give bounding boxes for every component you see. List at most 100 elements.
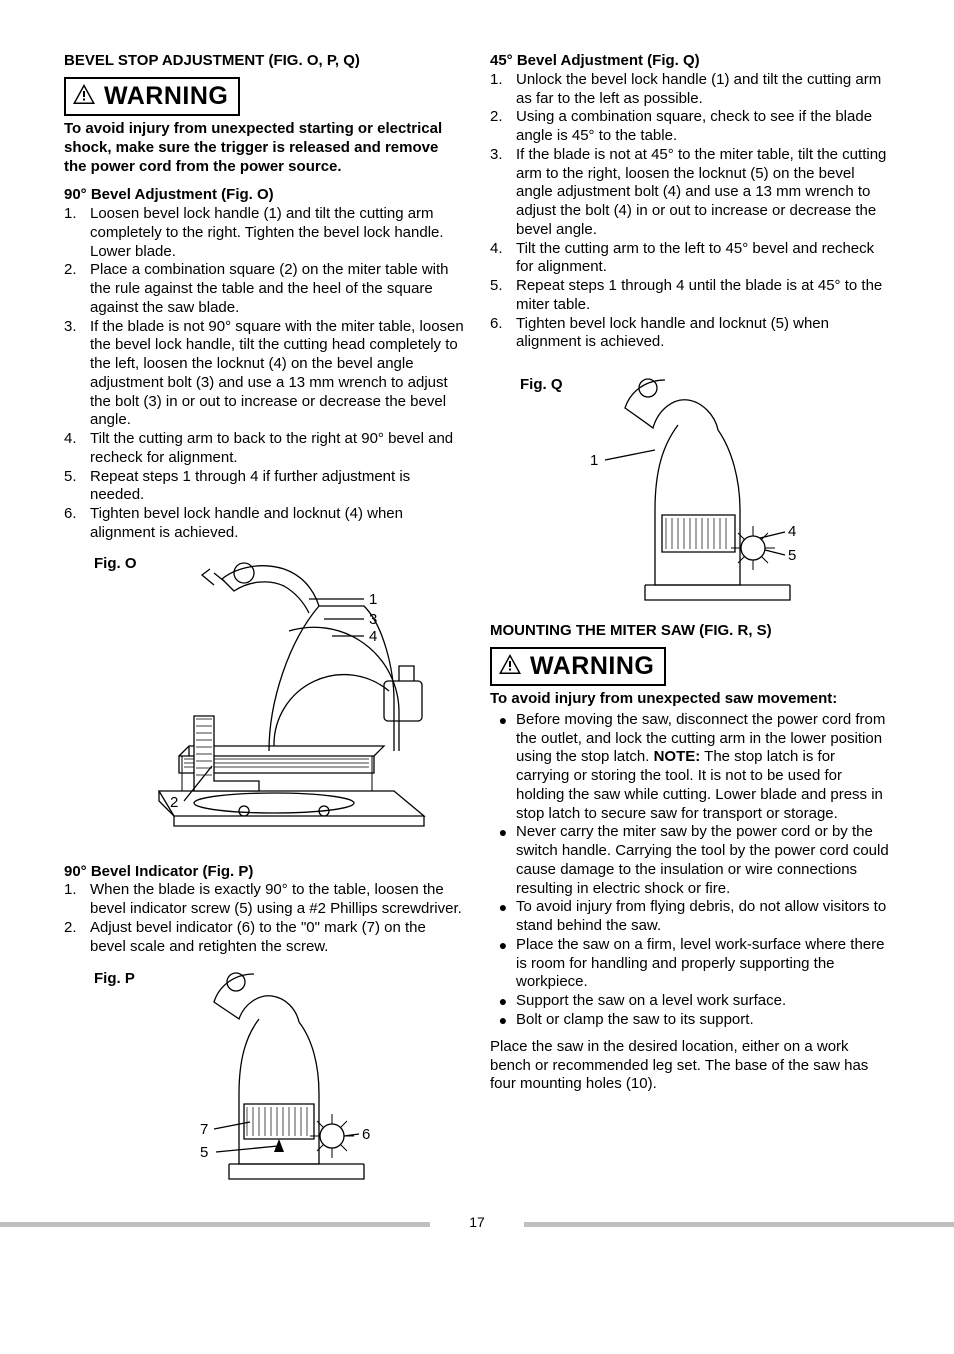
step-item: 1.Unlock the bevel lock handle (1) and t… (490, 71, 890, 109)
sec-90-indicator-steps: 1.When the blade is exactly 90° to the t… (64, 881, 464, 956)
step-number: 2. (490, 108, 516, 146)
mounting-closing: Place the saw in the desired location, e… (490, 1038, 890, 1094)
step-number: 3. (490, 146, 516, 240)
step-item: 6.Tighten bevel lock handle and locknut … (490, 315, 890, 353)
step-item: 6.Tighten bevel lock handle and locknut … (64, 505, 464, 543)
figure-p-callout-6: 6 (362, 1126, 370, 1145)
step-number: 4. (490, 240, 516, 278)
bullet-dot-icon: ● (490, 992, 516, 1011)
bullet-item: ●Before moving the saw, disconnect the p… (490, 711, 890, 824)
bullet-dot-icon: ● (490, 711, 516, 824)
figure-o-svg (64, 551, 464, 851)
figure-p: Fig. P (64, 964, 464, 1184)
figure-o-callout-4: 4 (369, 628, 377, 647)
bullet-item: ●To avoid injury from flying debris, do … (490, 898, 890, 936)
footer-bar-right (524, 1222, 954, 1227)
step-text: Tighten bevel lock handle and locknut (5… (516, 315, 890, 353)
bullet-item: ●Bolt or clamp the saw to its support. (490, 1011, 890, 1030)
figure-q: Fig. Q (490, 360, 890, 610)
sec-45-adjustment-head: 45° Bevel Adjustment (Fig. Q) (490, 52, 890, 71)
figure-q-callout-5: 5 (788, 547, 796, 566)
bullet-dot-icon: ● (490, 898, 516, 936)
bullet-text: Support the saw on a level work surface. (516, 992, 890, 1011)
sec-90-adjustment-head: 90° Bevel Adjustment (Fig. O) (64, 186, 464, 205)
step-text: Repeat steps 1 through 4 until the blade… (516, 277, 890, 315)
bullet-text: Bolt or clamp the saw to its support. (516, 1011, 890, 1030)
figure-o-callout-3: 3 (369, 611, 377, 630)
step-item: 1.Loosen bevel lock handle (1) and tilt … (64, 205, 464, 261)
page-footer: 17 (64, 1214, 890, 1236)
bullet-text: To avoid injury from flying debris, do n… (516, 898, 890, 936)
step-number: 4. (64, 430, 90, 468)
bullet-item: ●Never carry the miter saw by the power … (490, 823, 890, 898)
bevel-stop-title: BEVEL STOP ADJUSTMENT (FIG. O, P, Q) (64, 52, 464, 71)
step-number: 1. (64, 205, 90, 261)
step-text: Repeat steps 1 through 4 if further adju… (90, 468, 464, 506)
step-text: Adjust bevel indicator (6) to the "0" ma… (90, 919, 464, 957)
bullet-text: Place the saw on a firm, level work-surf… (516, 936, 890, 992)
bullet-item: ●Support the saw on a level work surface… (490, 992, 890, 1011)
bullet-dot-icon: ● (490, 1011, 516, 1030)
figure-o: Fig. O (64, 551, 464, 851)
figure-o-callout-2: 2 (170, 794, 178, 813)
warning-body-right: To avoid injury from unexpected saw move… (490, 690, 890, 709)
warning-triangle-icon (72, 83, 96, 111)
step-text: If the blade is not 90° square with the … (90, 318, 464, 431)
warning-label: WARNING (530, 651, 654, 682)
step-text: Using a combination square, check to see… (516, 108, 890, 146)
step-text: Loosen bevel lock handle (1) and tilt th… (90, 205, 464, 261)
sec-45-adjustment-steps: 1.Unlock the bevel lock handle (1) and t… (490, 71, 890, 352)
sec-90-indicator-head: 90° Bevel Indicator (Fig. P) (64, 863, 464, 882)
warning-body-left: To avoid injury from unexpected starting… (64, 120, 464, 176)
step-number: 1. (490, 71, 516, 109)
figure-q-callout-1: 1 (590, 452, 598, 471)
step-number: 2. (64, 261, 90, 317)
bullet-dot-icon: ● (490, 823, 516, 898)
mounting-bullets: ●Before moving the saw, disconnect the p… (490, 711, 890, 1030)
step-item: 2.Adjust bevel indicator (6) to the "0" … (64, 919, 464, 957)
step-text: Tilt the cutting arm to back to the righ… (90, 430, 464, 468)
warning-box-right: WARNING (490, 647, 666, 686)
note-label: NOTE: (654, 748, 701, 765)
step-text: Tilt the cutting arm to the left to 45° … (516, 240, 890, 278)
step-item: 3.If the blade is not at 45° to the mite… (490, 146, 890, 240)
figure-q-callout-4: 4 (788, 523, 796, 542)
sec-90-adjustment-steps: 1.Loosen bevel lock handle (1) and tilt … (64, 205, 464, 543)
step-item: 3.If the blade is not 90° square with th… (64, 318, 464, 431)
step-number: 5. (490, 277, 516, 315)
mounting-title: MOUNTING THE MITER SAW (FIG. R, S) (490, 622, 890, 641)
page-number: 17 (463, 1214, 491, 1232)
step-item: 2.Place a combination square (2) on the … (64, 261, 464, 317)
bullet-dot-icon: ● (490, 936, 516, 992)
bullet-text: Before moving the saw, disconnect the po… (516, 711, 890, 824)
step-text: Place a combination square (2) on the mi… (90, 261, 464, 317)
figure-p-callout-7: 7 (200, 1121, 208, 1140)
bullet-item: ●Place the saw on a firm, level work-sur… (490, 936, 890, 992)
footer-bar-left (0, 1222, 430, 1227)
step-text: Tighten bevel lock handle and locknut (4… (90, 505, 464, 543)
step-text: Unlock the bevel lock handle (1) and til… (516, 71, 890, 109)
step-number: 3. (64, 318, 90, 431)
bullet-text: Never carry the miter saw by the power c… (516, 823, 890, 898)
step-item: 5.Repeat steps 1 through 4 until the bla… (490, 277, 890, 315)
warning-label: WARNING (104, 81, 228, 112)
step-text: When the blade is exactly 90° to the tab… (90, 881, 464, 919)
step-text: If the blade is not at 45° to the miter … (516, 146, 890, 240)
figure-p-svg (64, 964, 464, 1184)
step-number: 1. (64, 881, 90, 919)
step-number: 6. (490, 315, 516, 353)
left-column: BEVEL STOP ADJUSTMENT (FIG. O, P, Q) WAR… (64, 52, 464, 1196)
step-number: 2. (64, 919, 90, 957)
step-item: 4.Tilt the cutting arm to back to the ri… (64, 430, 464, 468)
figure-q-svg (490, 360, 890, 610)
step-number: 6. (64, 505, 90, 543)
warning-triangle-icon (498, 653, 522, 681)
step-number: 5. (64, 468, 90, 506)
figure-p-callout-5: 5 (200, 1144, 208, 1163)
step-item: 5.Repeat steps 1 through 4 if further ad… (64, 468, 464, 506)
warning-box-left: WARNING (64, 77, 240, 116)
step-item: 4.Tilt the cutting arm to the left to 45… (490, 240, 890, 278)
right-column: 45° Bevel Adjustment (Fig. Q) 1.Unlock t… (490, 52, 890, 1196)
figure-o-callout-1: 1 (369, 591, 377, 610)
step-item: 2.Using a combination square, check to s… (490, 108, 890, 146)
